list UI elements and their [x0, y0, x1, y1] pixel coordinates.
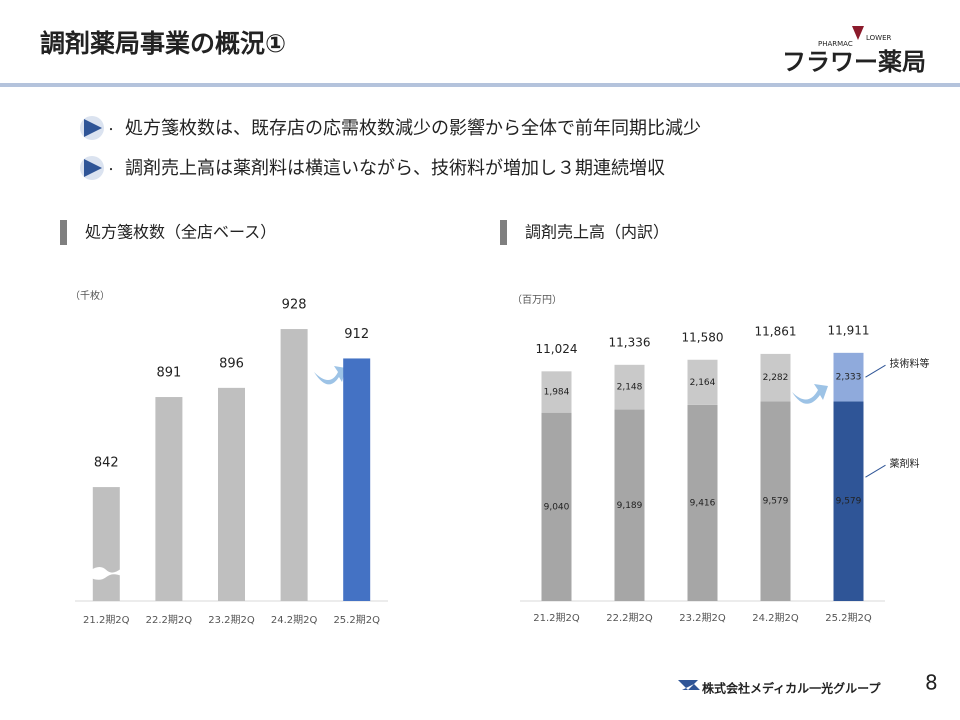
bar-segment — [760, 353, 791, 402]
x-tick-label: 25.2期2Q — [333, 614, 380, 626]
segment-label: 1,984 — [544, 388, 570, 398]
unit-label: （千枚） — [70, 289, 110, 302]
value-label: 928 — [282, 298, 307, 313]
legend-line — [865, 464, 886, 478]
section-marker — [500, 220, 507, 245]
chart-title: 処方箋枚数（全店ベース） — [85, 223, 276, 242]
footer-company: 株式会社メディカル一光グループ — [702, 681, 881, 696]
chart-title: 調剤売上高（内訳） — [525, 223, 669, 242]
value-label: 842 — [94, 456, 119, 471]
value-label: 912 — [344, 327, 369, 342]
x-tick-label: 23.2期2Q — [208, 614, 255, 626]
total-label: 11,580 — [682, 330, 724, 344]
legend-label: 技術料等 — [890, 357, 930, 370]
total-label: 11,336 — [609, 335, 651, 349]
slide-title: 調剤薬局事業の概況① — [40, 29, 286, 58]
bar-segment — [614, 409, 645, 601]
x-tick-label: 22.2期2Q — [606, 612, 653, 624]
bar-segment — [614, 364, 645, 410]
bullet-dot: ・ — [106, 165, 116, 176]
bar-segment — [687, 359, 718, 405]
axis-break — [90, 567, 122, 580]
page-number: 8 — [925, 671, 938, 695]
arrow — [792, 384, 828, 404]
bullet-icon — [80, 116, 104, 140]
section-marker — [60, 220, 67, 245]
logo-sub: LOWER — [866, 34, 892, 42]
bullet-dot: ・ — [106, 125, 116, 136]
legend-line — [865, 364, 886, 378]
logo: フラワー薬局 — [782, 48, 926, 76]
bullet-text: 調剤売上高は薬剤料は横這いながら、技術料が増加し３期連続増収 — [125, 158, 665, 179]
total-label: 11,911 — [828, 323, 870, 337]
segment-label: 9,579 — [836, 497, 862, 507]
x-tick-label: 21.2期2Q — [533, 612, 580, 624]
arrow — [314, 366, 346, 385]
bar-segment — [687, 404, 718, 601]
total-label: 11,024 — [536, 342, 578, 356]
x-tick-label: 21.2期2Q — [83, 614, 130, 626]
logo-mark — [852, 26, 864, 40]
bullet-text: 処方箋枚数は、既存店の応需枚数減少の影響から全体で前年同期比減少 — [125, 118, 701, 139]
bar — [218, 387, 245, 601]
segment-label: 2,164 — [690, 378, 716, 388]
x-tick-label: 24.2期2Q — [271, 614, 318, 626]
footer-logo-mark — [678, 680, 700, 690]
segment-label: 2,333 — [836, 373, 862, 383]
segment-label: 9,416 — [690, 498, 716, 508]
bar-segment — [760, 401, 791, 601]
segment-label: 9,040 — [544, 502, 570, 512]
bar — [92, 487, 120, 601]
segment-label: 9,579 — [763, 497, 789, 507]
bar-segment — [541, 371, 572, 413]
x-tick-label: 22.2期2Q — [146, 614, 193, 626]
value-label: 896 — [219, 356, 244, 371]
x-tick-label: 23.2期2Q — [679, 612, 726, 624]
segment-label: 2,282 — [763, 373, 789, 383]
bullet-icon — [80, 156, 104, 180]
bar-segment — [833, 401, 864, 601]
bar-segment — [541, 412, 572, 601]
logo-sub: PHARMAC — [818, 40, 853, 48]
legend-label: 薬剤料 — [890, 457, 920, 470]
bar — [280, 329, 308, 601]
header-rule — [0, 83, 960, 87]
bar-segment — [833, 352, 864, 402]
segment-label: 2,148 — [617, 383, 643, 393]
bar — [155, 397, 183, 601]
value-label: 891 — [156, 366, 181, 381]
total-label: 11,861 — [755, 324, 797, 338]
bar — [343, 358, 371, 601]
unit-label: （百万円） — [512, 294, 562, 306]
x-tick-label: 24.2期2Q — [752, 612, 799, 624]
segment-label: 9,189 — [617, 501, 643, 511]
x-tick-label: 25.2期2Q — [825, 612, 872, 624]
